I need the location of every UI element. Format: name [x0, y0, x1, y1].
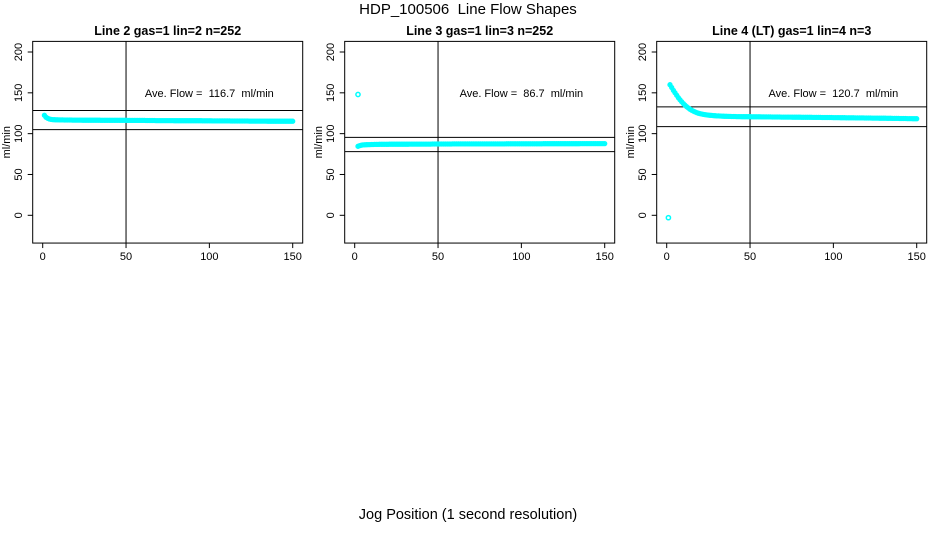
x-tick-label: 100 [512, 251, 530, 263]
panel-2-plot: Line 3 gas=1 lin=3 n=252 0 50 100 150 0 50 100 1… [313, 24, 616, 263]
x-tick-label: 0 [40, 251, 46, 263]
panels-row: Line 2 gas=1 lin=2 n=252 0 50 100 150 0 50 100 1… [1, 24, 928, 263]
y-tick-label: 50 [637, 168, 649, 180]
panel-title: Line 4 (LT) gas=1 lin=4 n=3 [712, 24, 871, 38]
outlier-point [355, 91, 361, 98]
y-axis: 0 50 100 150 200 [325, 43, 345, 218]
panel-1-plot: Line 2 gas=1 lin=2 n=252 0 50 100 150 0 50 100 1… [1, 24, 304, 263]
y-axis-label: ml/min [625, 126, 637, 158]
reference-lines [32, 41, 303, 244]
x-tick-label: 0 [352, 251, 358, 263]
panel-title: Line 2 gas=1 lin=2 n=252 [94, 24, 241, 38]
data-points [355, 91, 608, 149]
data-point [602, 140, 608, 147]
x-tick-label: 50 [432, 251, 444, 263]
y-axis-label: ml/min [313, 126, 325, 158]
figure-title: HDP_100506 Line Flow Shapes [359, 1, 577, 18]
x-axis: 0 50 100 150 [664, 243, 926, 263]
x-tick-label: 150 [596, 251, 614, 263]
y-tick-label: 0 [13, 212, 25, 218]
data-points [41, 112, 296, 124]
panel-title: Line 3 gas=1 lin=3 n=252 [406, 24, 553, 38]
data-point [290, 118, 296, 124]
y-tick-label: 100 [325, 124, 337, 142]
panel-3-plot: Line 4 (LT) gas=1 lin=4 n=3 0 50 100 150 0 50 1… [625, 24, 928, 263]
y-tick-label: 100 [637, 124, 649, 142]
y-tick-label: 200 [325, 43, 337, 61]
ave-flow-annotation: Ave. Flow = 120.7 ml/min [769, 88, 899, 100]
data-point [912, 116, 918, 122]
y-axis: 0 50 100 150 200 [13, 43, 33, 218]
x-tick-label: 100 [824, 251, 842, 263]
data-points [665, 82, 920, 221]
data-point [600, 140, 606, 147]
y-tick-label: 150 [637, 84, 649, 102]
y-tick-label: 0 [325, 212, 337, 218]
y-tick-label: 200 [13, 43, 25, 61]
y-axis-label: ml/min [1, 126, 13, 158]
ave-flow-annotation: Ave. Flow = 86.7 ml/min [460, 88, 584, 100]
outlier-point [665, 214, 672, 221]
x-tick-label: 100 [200, 251, 218, 263]
data-point [914, 116, 920, 122]
y-tick-label: 150 [13, 84, 25, 102]
y-tick-label: 0 [637, 212, 649, 218]
y-tick-label: 50 [13, 168, 25, 180]
x-tick-label: 150 [908, 251, 926, 263]
y-tick-label: 100 [13, 124, 25, 142]
x-tick-label: 50 [120, 251, 132, 263]
ave-flow-annotation: Ave. Flow = 116.7 ml/min [145, 88, 274, 100]
x-tick-label: 0 [664, 251, 670, 263]
y-axis: 0 50 100 150 200 [637, 43, 657, 218]
y-tick-label: 200 [637, 43, 649, 61]
plot-box [656, 40, 928, 244]
x-tick-label: 50 [744, 251, 756, 263]
x-axis: 0 50 100 150 [40, 243, 302, 263]
plot-box [32, 40, 304, 244]
x-axis-label: Jog Position (1 second resolution) [358, 507, 578, 523]
y-tick-label: 50 [325, 168, 337, 180]
reference-lines [656, 41, 927, 244]
y-tick-label: 150 [325, 84, 337, 102]
x-axis: 0 50 100 150 [352, 243, 614, 263]
x-tick-label: 150 [284, 251, 302, 263]
plot-box [344, 40, 616, 244]
